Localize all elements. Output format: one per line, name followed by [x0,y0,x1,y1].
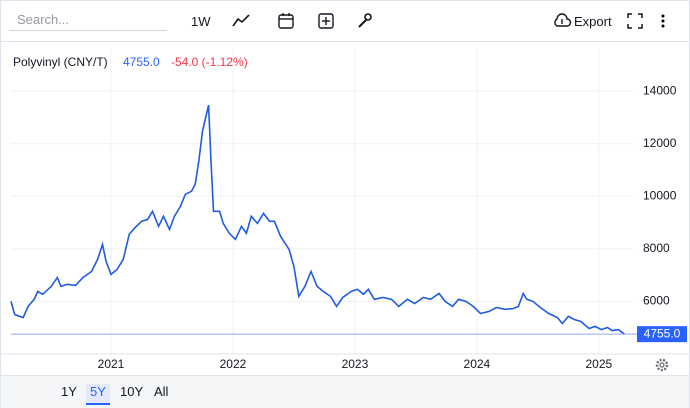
last-price: 4755.0 [123,55,160,69]
x-tick-label: 2024 [464,357,491,371]
settings-icon[interactable] [655,358,669,372]
chart: Polyvinyl (CNY/T) 4755.0 -54.0 (-1.12%) … [1,48,689,372]
x-tick-label: 2025 [585,357,612,371]
export-button[interactable]: Export [574,14,612,29]
interval-button[interactable]: 1W [191,14,211,29]
series-name: Polyvinyl (CNY/T) [13,55,108,69]
chart-type-icon[interactable] [231,13,251,29]
range-bar: 1Y 5Y 10Y All [1,375,689,408]
export-icon[interactable] [552,13,572,29]
toolbar-divider [1,41,689,42]
compare-icon[interactable] [317,12,335,30]
settings-hub [659,362,665,368]
fullscreen-icon[interactable] [627,13,643,29]
y-tick-label: 8000 [643,241,670,255]
x-tick-label: 2022 [220,357,247,371]
range-button[interactable]: All [154,384,169,399]
y-tick-label: 14000 [643,83,677,97]
y-tick-label: 12000 [643,136,677,150]
price-change: -54.0 (-1.12%) [171,55,248,69]
search-box[interactable]: Search... [9,9,167,31]
x-tick-label: 2021 [98,357,125,371]
y-tick-label: 10000 [643,188,677,202]
price-line [10,104,625,335]
y-tick-label: 6000 [643,294,670,308]
calendar-icon[interactable] [277,12,295,30]
tools-icon[interactable] [355,12,373,30]
x-tick-label: 2023 [342,357,369,371]
menu-icon[interactable] [659,13,667,29]
range-button[interactable]: 1Y [61,384,77,399]
range-button[interactable]: 10Y [120,384,144,399]
last-price-tag-label: 4755.0 [644,326,681,340]
settings-gear [655,358,669,372]
last-price-tag [637,326,687,343]
range-button[interactable]: 5Y [86,384,110,405]
